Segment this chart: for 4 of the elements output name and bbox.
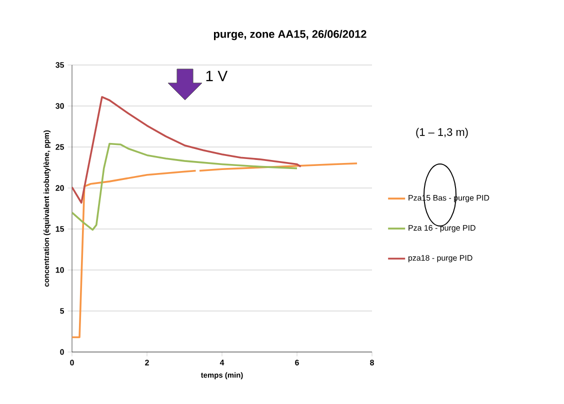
line-series [72, 142, 298, 231]
text: (1 – 1,3 m) [416, 128, 468, 138]
chart-title: purge, zone AA15, 26/06/2012 [214, 30, 366, 40]
annotation: 1 V [206, 70, 228, 82]
